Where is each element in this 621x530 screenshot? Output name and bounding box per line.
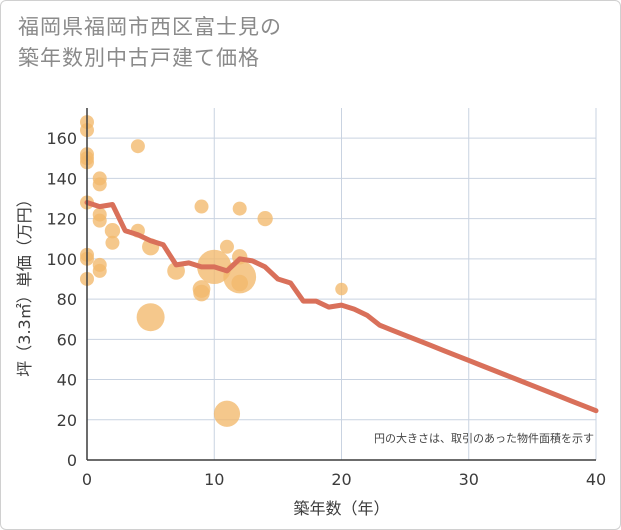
x-tick-label-1: 10	[204, 470, 224, 489]
bubble-24	[193, 284, 210, 302]
bubble-32	[257, 210, 273, 227]
bubble-12	[92, 213, 107, 228]
y-tick-labels: 0 20 40 60 80 100 120 140 160	[46, 129, 77, 470]
y-tick-label-7: 140	[46, 169, 77, 188]
x-tick-label-4: 40	[586, 470, 606, 489]
bubble-16	[105, 235, 120, 250]
bubble-20	[136, 303, 165, 332]
y-tick-label-1: 20	[57, 411, 77, 430]
bubble-28	[232, 201, 247, 216]
bubble-10	[92, 177, 107, 192]
bubble-33	[335, 282, 348, 296]
bubble-31	[231, 274, 248, 292]
y-tick-label-8: 160	[46, 129, 77, 148]
bubble-15	[104, 223, 121, 239]
bubble-26	[219, 239, 234, 254]
y-tick-label-2: 40	[57, 371, 77, 390]
x-tick-label-3: 30	[459, 470, 479, 489]
chart-title: 福岡県福岡市西区富士見の 築年数別中古戸建て価格	[18, 12, 282, 74]
title-line-2: 築年数別中古戸建て価格	[18, 46, 260, 70]
x-tick-label-0: 0	[82, 470, 92, 489]
title-line-1: 福岡県福岡市西区富士見の	[18, 15, 282, 39]
y-tick-label-0: 0	[67, 451, 77, 470]
y-tick-label-4: 80	[57, 290, 77, 309]
bubble-27	[213, 400, 241, 427]
trend-line-layer	[84, 200, 599, 414]
bubble-14	[92, 263, 107, 278]
x-tick-label-2: 20	[331, 470, 351, 489]
y-axis-title: 坪（3.3㎡）単価（万円）	[15, 191, 34, 376]
axes	[86, 108, 596, 461]
bubble-17	[130, 139, 145, 154]
x-tick-labels: 0 10 20 30 40	[82, 470, 606, 489]
x-axis-title: 築年数（年）	[293, 499, 389, 518]
y-tick-label-6: 120	[46, 210, 77, 229]
trend-line-0	[84, 200, 599, 414]
bubble-22	[194, 199, 209, 214]
bubble-size-note: 円の大きさは、取引のあった物件面積を示す	[374, 431, 594, 445]
y-tick-label-3: 60	[57, 330, 77, 349]
y-tick-label-5: 100	[46, 250, 77, 269]
